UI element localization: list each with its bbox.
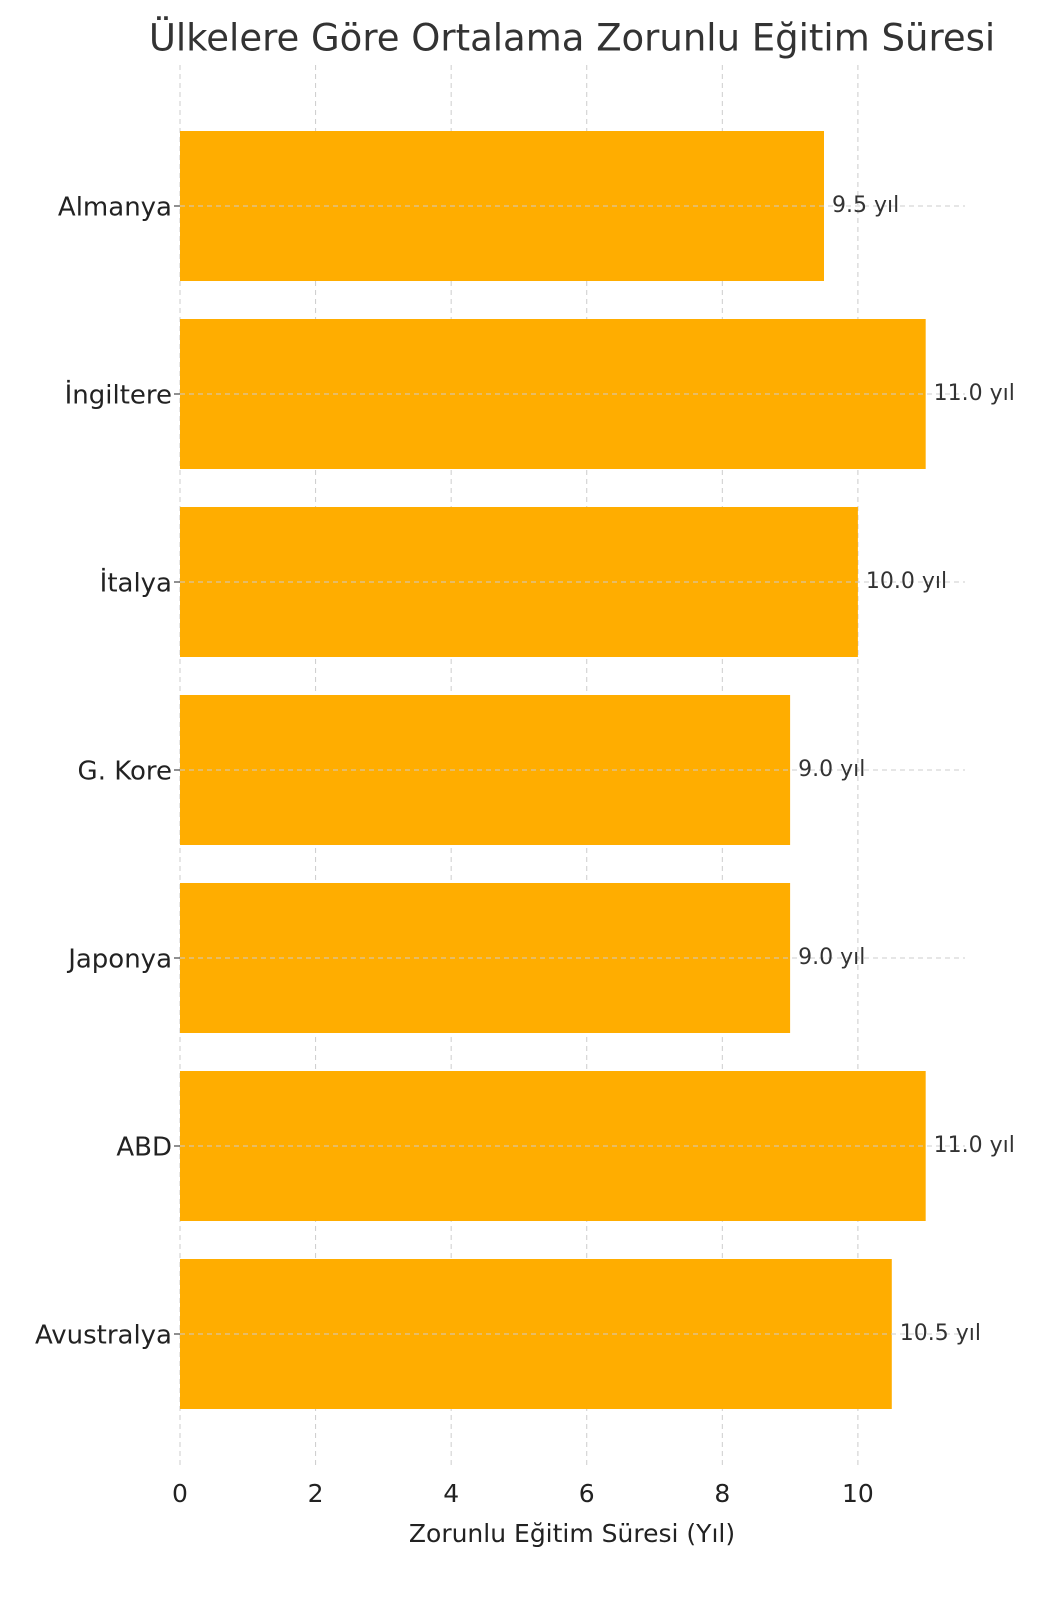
y-tick-label: G. Kore <box>78 757 172 787</box>
x-tick-label: 10 <box>842 1479 874 1508</box>
y-tick-label: Almanya <box>58 193 172 223</box>
value-label: 9.5 yıl <box>832 193 899 218</box>
y-tick-label: ABD <box>116 1133 172 1163</box>
bar <box>180 131 824 281</box>
x-tick-label: 2 <box>308 1479 324 1508</box>
y-tick-label: İtalya <box>100 567 172 599</box>
x-tick-label: 8 <box>714 1479 730 1508</box>
y-tick-label: Japonya <box>66 945 172 975</box>
chart-title: Ülkelere Göre Ortalama Zorunlu Eğitim Sü… <box>149 17 995 60</box>
value-label: 10.0 yıl <box>866 569 947 594</box>
x-tick-label: 0 <box>172 1479 188 1508</box>
value-label: 11.0 yıl <box>934 381 1015 406</box>
x-tick-label: 6 <box>579 1479 595 1508</box>
y-tick-label: İngiltere <box>65 379 172 411</box>
value-label: 11.0 yıl <box>934 1133 1015 1158</box>
x-axis-label: Zorunlu Eğitim Süresi (Yıl) <box>409 1519 735 1548</box>
value-label: 9.0 yıl <box>798 757 865 782</box>
y-tick-label: Avustralya <box>35 1321 172 1351</box>
value-label: 10.5 yıl <box>900 1321 981 1346</box>
value-label: 9.0 yıl <box>798 945 865 970</box>
x-tick-label: 4 <box>443 1479 459 1508</box>
